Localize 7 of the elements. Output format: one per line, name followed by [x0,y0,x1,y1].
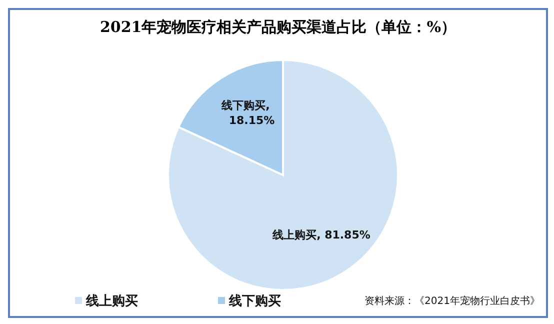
legend-label: 线上购买 [86,294,138,309]
data-label: 线下购买, 18.15% [220,98,275,127]
data-label: 线上购买, 81.85% [272,228,370,242]
pie-slice [167,59,399,291]
text: 资料来源：《2021年宠物行业白皮书》 [364,294,540,308]
chart-title: 2021年宠物医疗相关产品购买渠道占比（单位：%） [98,18,457,37]
legend-label: 线下购买 [229,294,281,309]
